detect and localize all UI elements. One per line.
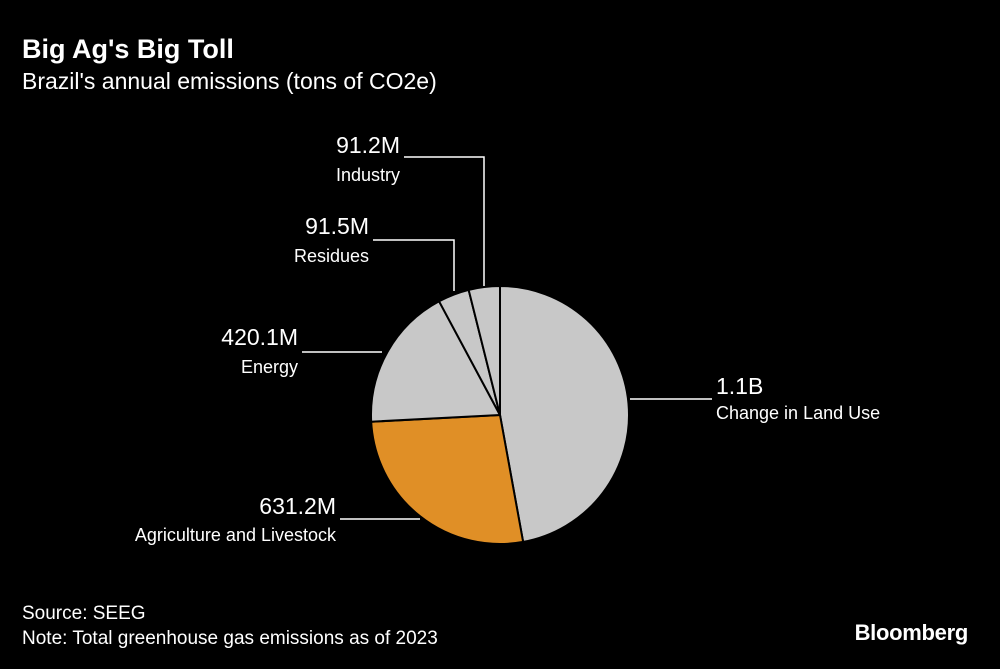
pie-slice-energy	[370, 300, 501, 423]
chart-title: Big Ag's Big Toll	[22, 34, 234, 64]
slice-value-label: 631.2M	[259, 493, 336, 519]
slice-category-label: Industry	[336, 165, 400, 185]
slice-category-label: Energy	[241, 357, 298, 377]
pie-slice-change-in-land-use	[499, 285, 630, 543]
footnote: Note: Total greenhouse gas emissions as …	[22, 628, 438, 649]
bloomberg-logo: Bloomberg	[854, 620, 969, 645]
source-note: Source: SEEG	[22, 603, 146, 624]
leader-lines	[302, 156, 712, 520]
pie-chart: 1.1B Change in Land Use 631.2M Agriculture …	[135, 132, 880, 545]
slice-value-label: 91.2M	[336, 132, 400, 158]
leader-line	[404, 156, 485, 286]
pie-slice-industry	[467, 285, 501, 416]
slice-category-label: Residues	[294, 246, 369, 266]
slice-labels: 1.1B Change in Land Use 631.2M Agriculture …	[135, 132, 880, 545]
chart-subtitle: Brazil's annual emissions (tons of CO2e)	[22, 68, 437, 94]
slice-category-label: Agriculture and Livestock	[135, 525, 337, 545]
slice-value-label: 420.1M	[221, 324, 298, 350]
slice-category-label: Change in Land Use	[716, 403, 880, 423]
leader-line	[373, 239, 455, 291]
pie-slices	[370, 285, 630, 545]
pie-slice-agriculture-and-livestock	[370, 414, 525, 545]
slice-value-label: 91.5M	[305, 213, 369, 239]
slice-value-label: 1.1B	[716, 373, 763, 399]
